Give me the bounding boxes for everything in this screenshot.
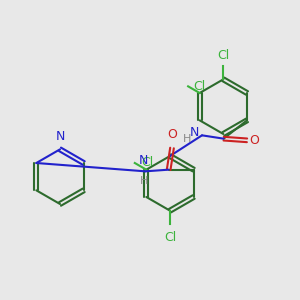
Text: Cl: Cl (164, 231, 176, 244)
Text: Cl: Cl (193, 80, 206, 93)
Text: H: H (140, 176, 148, 186)
Text: O: O (249, 134, 259, 147)
Text: O: O (167, 128, 177, 141)
Text: Cl: Cl (141, 157, 153, 169)
Text: Cl: Cl (217, 49, 230, 62)
Text: N: N (139, 154, 148, 167)
Text: N: N (190, 125, 200, 139)
Text: N: N (55, 130, 65, 143)
Text: H: H (183, 134, 191, 144)
